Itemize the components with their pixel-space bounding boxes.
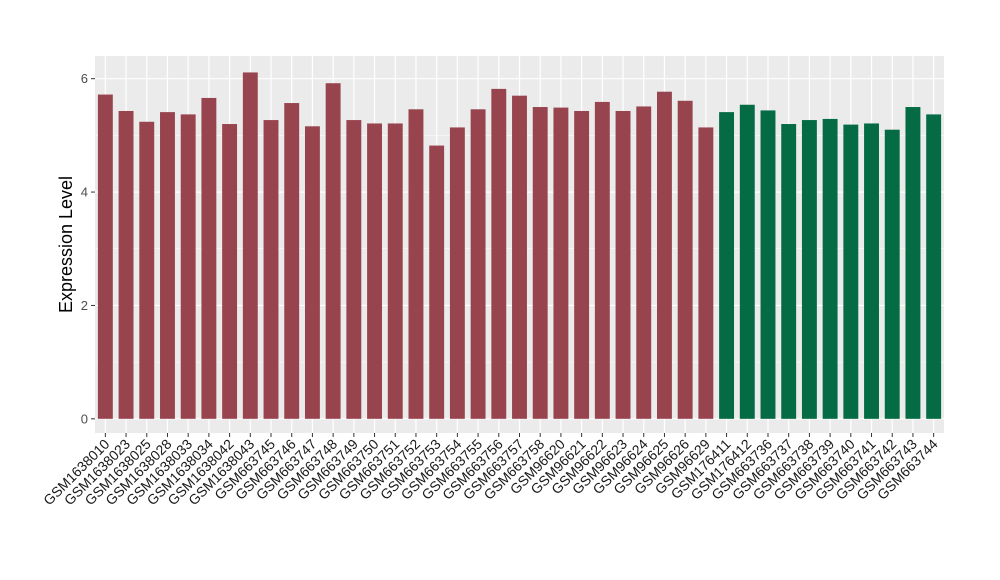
bar-GSM663736 [760, 110, 776, 419]
bar-GSM176412 [739, 104, 755, 419]
bar-GSM1638034 [201, 97, 217, 419]
bar-GSM663756 [491, 88, 507, 419]
y-tick-label: 2 [81, 298, 88, 313]
bar-GSM663754 [449, 127, 465, 419]
bar-GSM96621 [574, 110, 590, 419]
bar-GSM663758 [532, 107, 548, 419]
bar-GSM663753 [429, 145, 445, 419]
bar-GSM663744 [926, 114, 942, 419]
bar-GSM663757 [512, 95, 527, 419]
bar-GSM663739 [822, 118, 838, 419]
bar-GSM663755 [470, 109, 486, 419]
y-tick-label: 0 [81, 411, 88, 426]
bar-GSM663742 [884, 129, 900, 419]
bar-GSM663740 [843, 124, 859, 419]
bar-GSM663745 [263, 120, 279, 419]
bar-GSM96622 [594, 101, 610, 419]
bar-GSM1638042 [222, 124, 238, 419]
bar-GSM663743 [905, 107, 921, 419]
bar-GSM663738 [801, 120, 817, 419]
bar-GSM96620 [553, 107, 569, 419]
bar-GSM663747 [304, 126, 320, 419]
bar-GSM1638028 [160, 112, 175, 419]
bar-GSM176411 [719, 112, 735, 419]
bar-GSM663750 [367, 123, 383, 419]
y-axis: 0 2 4 6 [81, 71, 95, 426]
bar-GSM1638023 [118, 110, 134, 419]
bar-GSM96629 [698, 127, 714, 419]
bar-GSM96624 [636, 106, 652, 419]
bar-GSM663748 [325, 83, 341, 419]
bar-GSM663741 [864, 123, 879, 419]
bar-GSM663751 [387, 123, 403, 419]
bars [97, 72, 942, 419]
y-tick-label: 4 [81, 185, 88, 200]
bar-GSM663737 [781, 124, 797, 419]
bar-GSM1638010 [97, 94, 113, 419]
bar-GSM96623 [615, 110, 631, 419]
bar-GSM663752 [408, 109, 424, 419]
bar-GSM663749 [346, 120, 362, 419]
bar-GSM1638043 [242, 72, 258, 419]
bar-GSM96626 [677, 100, 693, 419]
x-axis: GSM1638010GSM1638023GSM1638025GSM1638028… [40, 433, 941, 508]
y-tick-label: 6 [81, 71, 88, 86]
bar-GSM1638025 [139, 121, 155, 419]
bar-GSM96625 [656, 91, 672, 419]
bar-GSM1638033 [180, 114, 196, 419]
bar-GSM663746 [284, 103, 300, 419]
y-axis-title: Expression Level [56, 176, 76, 313]
